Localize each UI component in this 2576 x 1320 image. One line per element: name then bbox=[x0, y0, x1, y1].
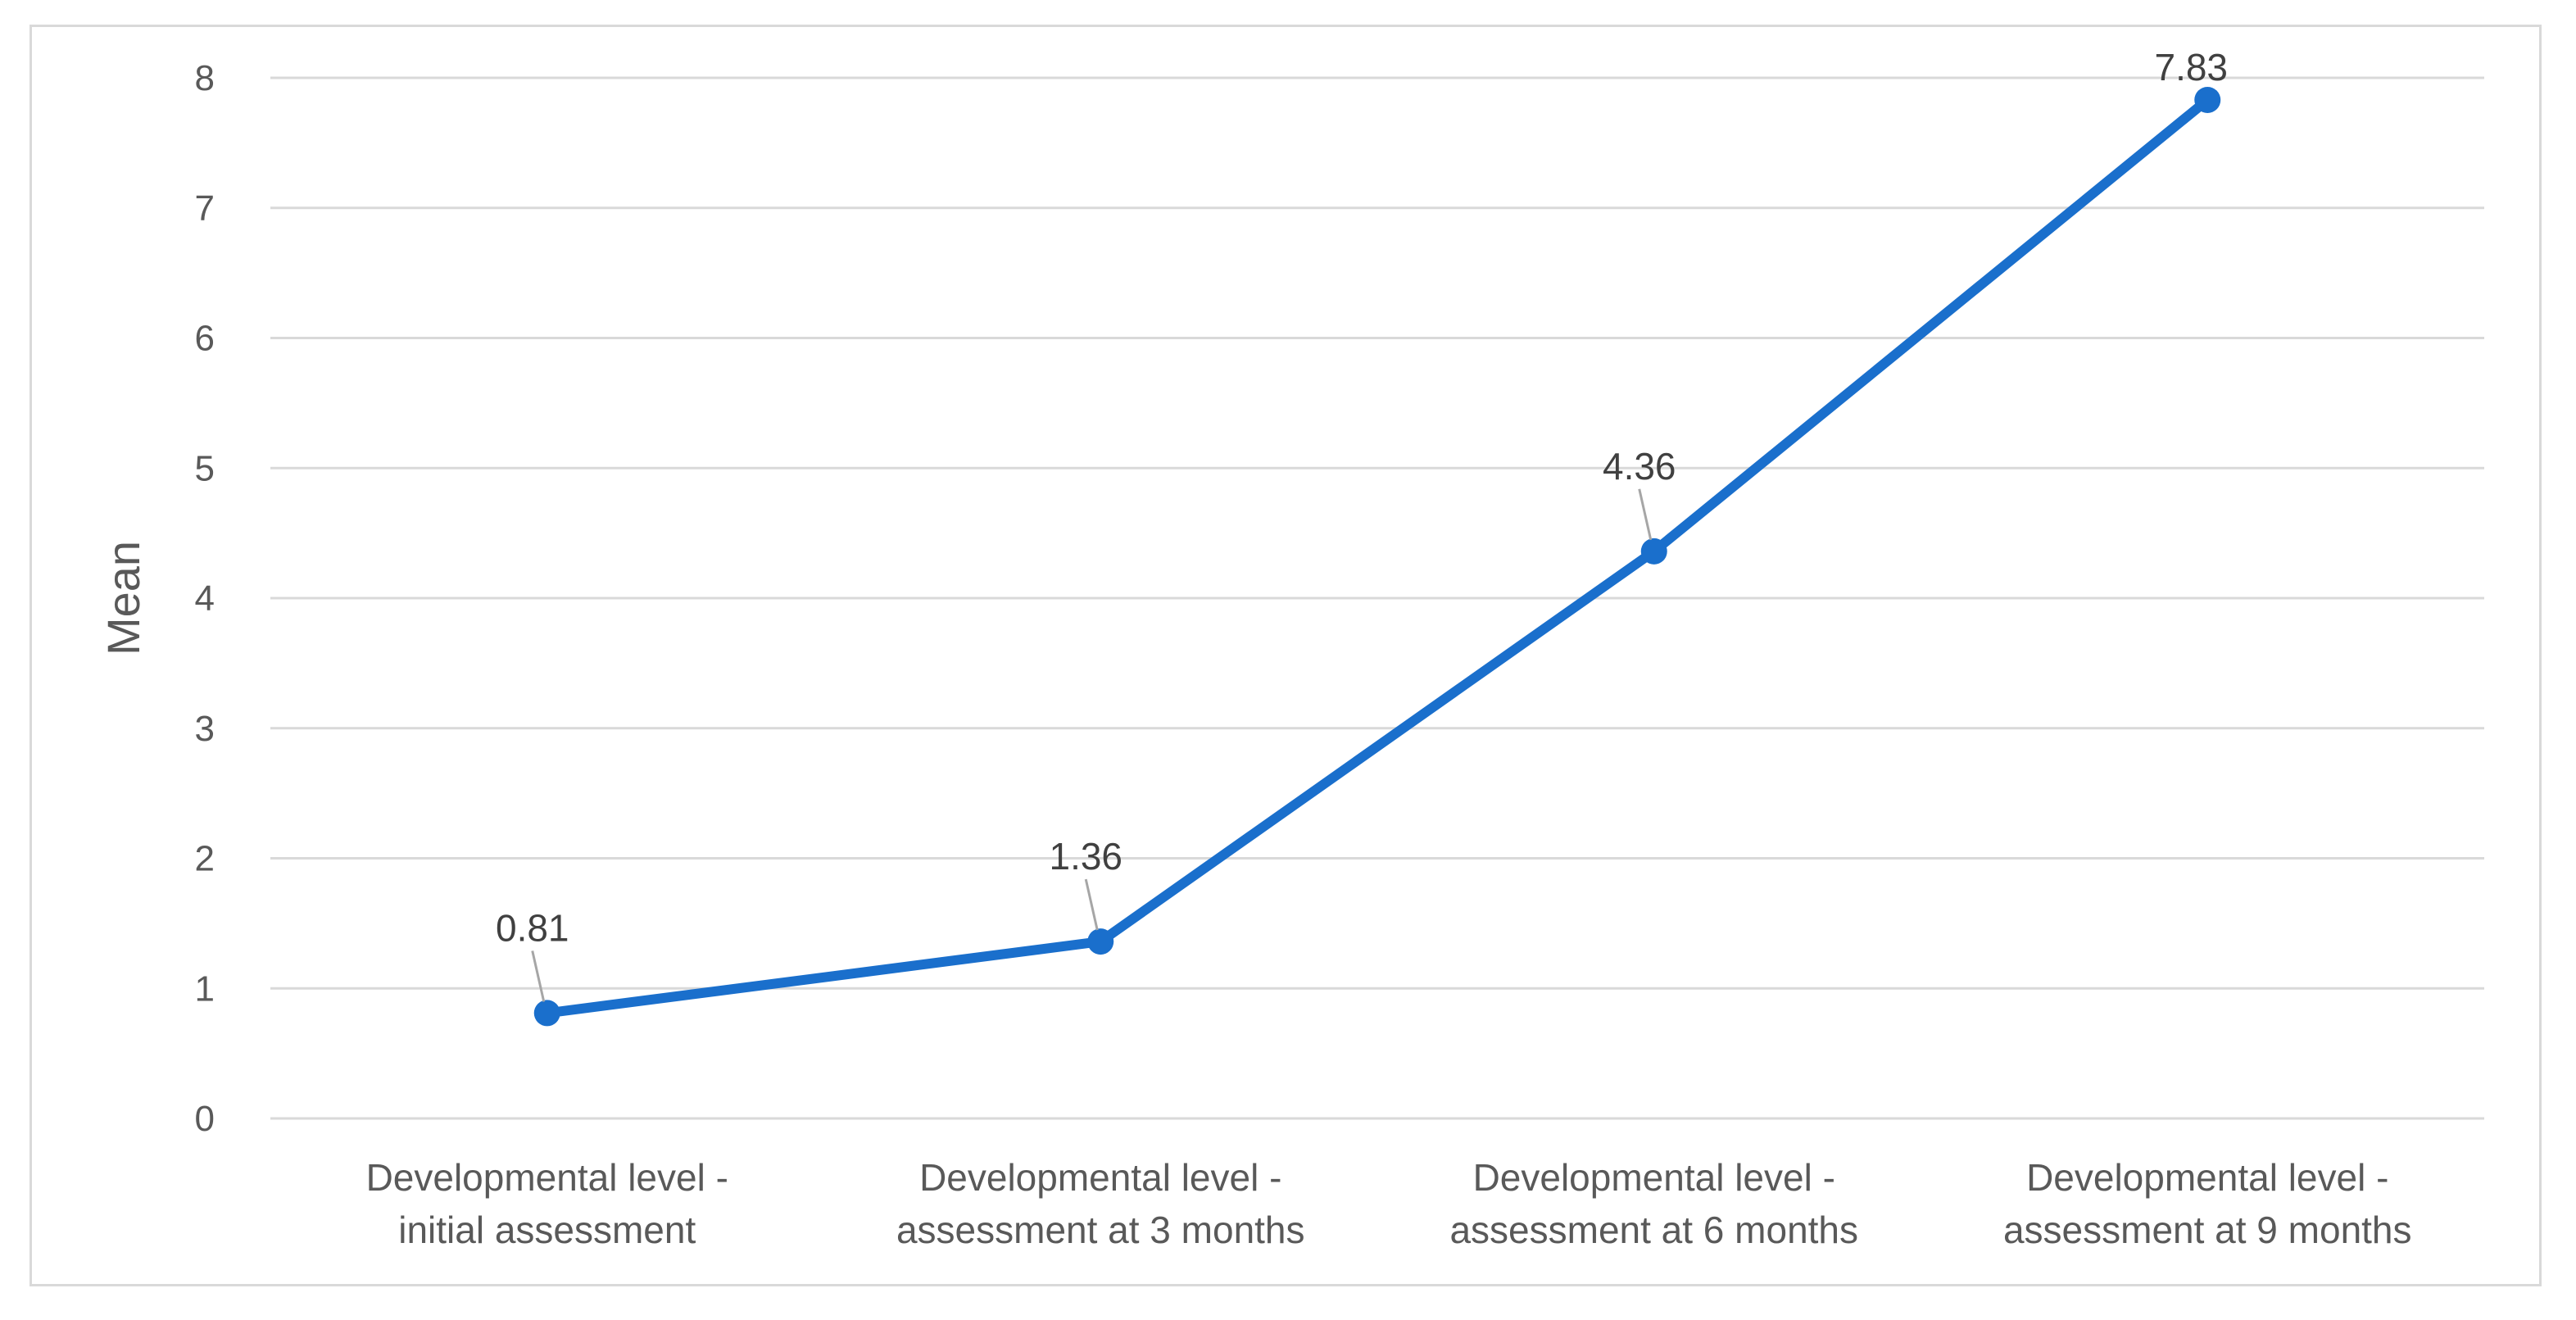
y-tick-label-7: 7 bbox=[195, 188, 215, 229]
x-category-label-line: Developmental level - bbox=[2026, 1156, 2388, 1199]
x-category-label-4: Developmental level - assessment at 9 mon… bbox=[2003, 1156, 2412, 1251]
x-category-label-line: initial assessment bbox=[398, 1209, 696, 1251]
data-point-1 bbox=[533, 1000, 560, 1027]
x-category-label-line: Developmental level - bbox=[919, 1156, 1281, 1199]
x-category-label-1: Developmental level - initial assessment bbox=[366, 1156, 728, 1251]
y-tick-label-0: 0 bbox=[195, 1099, 215, 1139]
x-axis-categories: Developmental level -initial assessmentD… bbox=[366, 1156, 2412, 1251]
x-category-label-2: Developmental level - assessment at 3 mon… bbox=[896, 1156, 1305, 1251]
data-label-leader-3 bbox=[1638, 488, 1653, 541]
data-label-3: 4.36 bbox=[1603, 445, 1676, 488]
chart-frame bbox=[29, 25, 2542, 1286]
y-tick-label-8: 8 bbox=[195, 58, 215, 98]
data-label-2: 1.36 bbox=[1049, 835, 1122, 878]
y-tick-label-2: 2 bbox=[195, 839, 215, 879]
y-tick-label-3: 3 bbox=[195, 709, 215, 749]
data-label-leader-2 bbox=[1084, 878, 1099, 931]
x-category-label-line: assessment at 3 months bbox=[896, 1209, 1305, 1251]
x-category-label-line: assessment at 9 months bbox=[2003, 1209, 2412, 1251]
data-label-1: 0.81 bbox=[496, 906, 569, 949]
data-point-4 bbox=[2194, 86, 2221, 113]
data-point-2 bbox=[1087, 928, 1114, 955]
y-axis-ticks: 0 1 2 3 4 5 6 7 8 bbox=[195, 58, 215, 1139]
x-category-label-3: Developmental level - assessment at 6 mon… bbox=[1449, 1156, 1858, 1251]
x-category-label-line: Developmental level - bbox=[366, 1156, 728, 1199]
data-point-3 bbox=[1640, 538, 1667, 565]
data-labels: 0.81 1.36 4.36 7.83 bbox=[496, 46, 2228, 1002]
series-line bbox=[542, 94, 2213, 1018]
data-label-4: 7.83 bbox=[2154, 46, 2228, 88]
gridlines bbox=[270, 76, 2484, 1120]
series-mean bbox=[533, 86, 2221, 1027]
data-label-leader-1 bbox=[531, 950, 546, 1002]
y-axis-title: Mean bbox=[98, 541, 149, 655]
y-tick-label-4: 4 bbox=[195, 578, 215, 619]
x-category-label-line: assessment at 6 months bbox=[1449, 1209, 1858, 1251]
y-tick-label-5: 5 bbox=[195, 448, 215, 488]
y-tick-label-1: 1 bbox=[195, 968, 215, 1009]
y-tick-label-6: 6 bbox=[195, 319, 215, 359]
x-category-label-line: Developmental level - bbox=[1473, 1156, 1835, 1199]
